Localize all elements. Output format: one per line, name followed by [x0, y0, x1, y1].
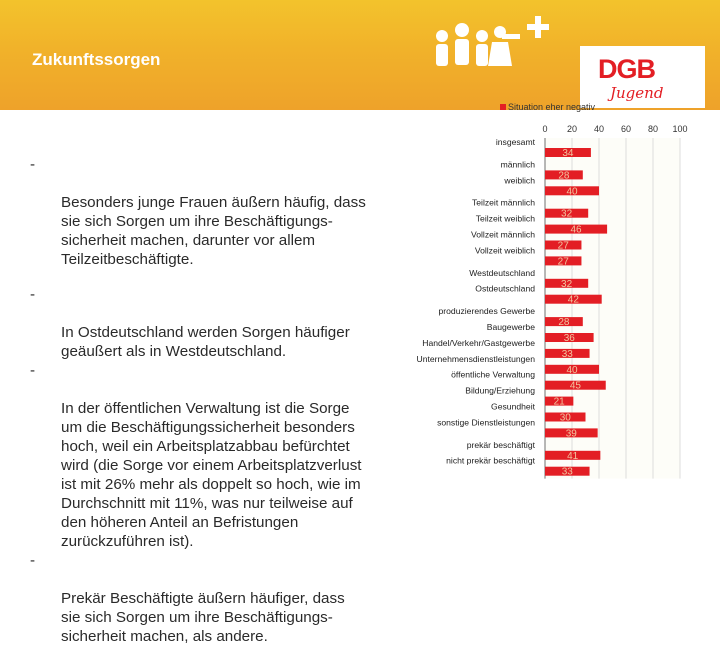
- category-label: männlich: [501, 159, 536, 169]
- bar: [545, 317, 583, 327]
- bar: [545, 450, 601, 460]
- bar-value-label: 28: [558, 170, 570, 181]
- legend-label: Situation eher negativ: [508, 102, 596, 112]
- bar-value-label: 32: [561, 209, 573, 220]
- x-tick-label: 40: [594, 124, 604, 134]
- bar: [545, 396, 574, 406]
- bar-value-label: 27: [558, 256, 570, 267]
- logo-backdrop: [580, 46, 705, 108]
- bar: [545, 278, 589, 288]
- category-label: nicht prekär beschäftigt: [446, 456, 535, 466]
- category-label: Gesundheit: [491, 402, 536, 412]
- bullet-item: - Besonders junge Frauen äußern häufig, …: [30, 155, 410, 269]
- bar: [545, 428, 598, 438]
- bar: [545, 170, 583, 180]
- bullet-marker: -: [30, 286, 36, 303]
- category-label: weiblich: [503, 175, 535, 185]
- bar-value-label: 32: [561, 279, 573, 290]
- bar: [545, 148, 591, 157]
- category-label: Unternehmensdienstleistungen: [417, 354, 536, 364]
- x-tick-label: 80: [648, 124, 658, 134]
- bar-value-label: 28: [558, 317, 570, 328]
- bar: [545, 348, 590, 358]
- category-label: Vollzeit männlich: [471, 230, 535, 240]
- bar-value-label: 42: [568, 295, 580, 306]
- category-label: produzierendes Gewerbe: [439, 306, 536, 316]
- bar: [545, 240, 582, 250]
- category-label: Baugewerbe: [487, 322, 535, 332]
- bullet-marker: -: [30, 156, 36, 173]
- bar: [545, 333, 594, 342]
- bar: [545, 208, 589, 218]
- bar: [545, 294, 602, 304]
- category-label: Westdeutschland: [469, 268, 535, 278]
- bar-value-label: 40: [566, 186, 578, 197]
- category-label: öffentliche Verwaltung: [451, 370, 535, 380]
- x-tick-label: 20: [567, 124, 577, 134]
- logo-brand-text: DGB: [598, 54, 656, 84]
- bullet-marker: -: [30, 362, 36, 379]
- bullet-text: In der öffentlichen Verwaltung ist die S…: [61, 400, 362, 550]
- bar-chart: 0 20 40 60 80 100 Situation eher negativ insges…: [417, 102, 688, 479]
- bar-value-label: 21: [554, 397, 566, 408]
- bullet-item: - In Ostdeutschland werden Sorgen häufig…: [30, 285, 410, 361]
- bar-value-label: 30: [560, 413, 572, 424]
- x-tick-label: 100: [672, 124, 687, 134]
- people-icon: [436, 23, 512, 66]
- bar: [545, 256, 582, 266]
- slide-title: Zukunftssorgen: [32, 50, 161, 69]
- bar-value-label: 33: [562, 349, 574, 360]
- bar: [545, 466, 590, 476]
- bar: [545, 380, 606, 390]
- category-label: prekär beschäftigt: [467, 440, 536, 450]
- legend-swatch: [500, 104, 506, 110]
- bar-value-label: 36: [564, 333, 576, 344]
- bar-value-label: 34: [562, 148, 574, 159]
- bar: [545, 186, 599, 196]
- bullet-text: Besonders junge Frauen äußern häufig, da…: [61, 194, 366, 268]
- category-label: Bildung/Erziehung: [465, 386, 535, 396]
- bar: [545, 364, 599, 374]
- bar-value-label: 41: [567, 451, 579, 462]
- category-label: Teilzeit männlich: [472, 198, 535, 208]
- bar: [545, 412, 586, 422]
- category-label: Teilzeit weiblich: [476, 214, 535, 224]
- category-label: Vollzeit weiblich: [475, 245, 535, 255]
- category-label: Handel/Verkehr/Gastgewerbe: [422, 338, 535, 348]
- bar-value-label: 39: [566, 428, 578, 439]
- bar-value-label: 45: [570, 381, 582, 392]
- bullet-marker: -: [30, 552, 36, 569]
- minus-plus-icon: [502, 16, 549, 39]
- bar-value-label: 46: [570, 225, 582, 236]
- bar-value-label: 33: [562, 467, 574, 478]
- bullet-text: Prekär Beschäftigte äußern häufiger, das…: [61, 590, 345, 645]
- dgb-jugend-logo: [436, 16, 705, 108]
- bar: [545, 224, 608, 234]
- logo-sub-text: Jugend: [610, 84, 664, 102]
- x-tick-label: 0: [542, 124, 547, 134]
- bullet-text: In Ostdeutschland werden Sorgen häufiger…: [61, 324, 350, 360]
- category-label: Ostdeutschland: [475, 284, 535, 294]
- bullet-item: - Prekär Beschäftigte äußern häufiger, d…: [30, 551, 410, 646]
- category-label: insgesamt: [496, 137, 536, 147]
- bar-value-label: 40: [566, 365, 578, 376]
- x-tick-label: 60: [621, 124, 631, 134]
- bullet-item: - In der öffentlichen Verwaltung ist die…: [30, 361, 410, 551]
- category-label: sonstige Dienstleistungen: [437, 417, 535, 427]
- bar-value-label: 27: [558, 241, 570, 252]
